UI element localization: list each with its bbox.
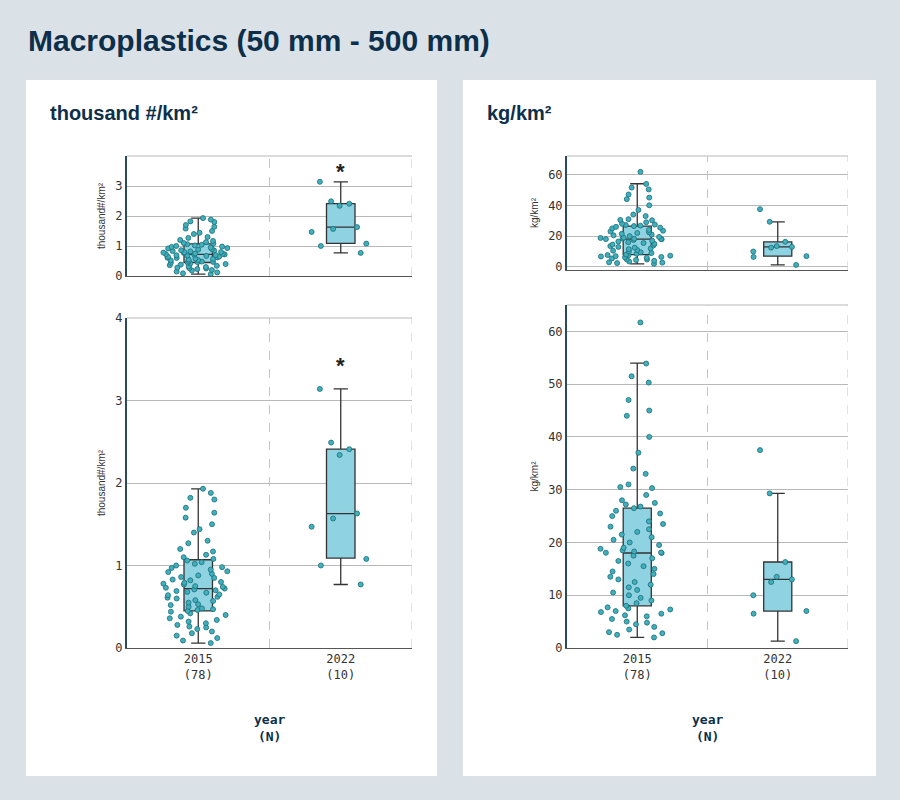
svg-text:2015(78): 2015(78) <box>623 652 652 682</box>
svg-text:40: 40 <box>548 199 562 213</box>
svg-text:kg/km²: kg/km² <box>487 102 552 124</box>
svg-text:3: 3 <box>115 394 122 408</box>
svg-text:20: 20 <box>548 229 562 243</box>
svg-text:1: 1 <box>115 559 122 573</box>
svg-text:kg/km²: kg/km² <box>529 197 540 228</box>
svg-text:60: 60 <box>548 325 562 339</box>
svg-text:3: 3 <box>115 179 122 193</box>
svg-text:*: * <box>336 353 345 378</box>
svg-text:thousand#/km²: thousand#/km² <box>96 182 107 249</box>
svg-text:Macroplastics (50 mm - 500 mm): Macroplastics (50 mm - 500 mm) <box>28 24 490 57</box>
svg-text:thousand#/km²: thousand#/km² <box>96 449 107 516</box>
svg-text:4: 4 <box>115 311 122 325</box>
svg-text:0: 0 <box>555 641 562 655</box>
svg-text:20: 20 <box>548 536 562 550</box>
svg-text:40: 40 <box>548 430 562 444</box>
svg-text:50: 50 <box>548 377 562 391</box>
svg-text:2022(10): 2022(10) <box>326 652 355 682</box>
svg-text:2022(10): 2022(10) <box>763 652 792 682</box>
svg-text:10: 10 <box>548 588 562 602</box>
svg-text:2: 2 <box>115 209 122 223</box>
svg-text:0: 0 <box>115 269 122 283</box>
svg-text:*: * <box>336 159 345 184</box>
svg-text:30: 30 <box>548 483 562 497</box>
svg-text:0: 0 <box>115 641 122 655</box>
svg-text:year(N): year(N) <box>254 712 285 744</box>
svg-text:0: 0 <box>555 260 562 274</box>
svg-text:kg/km²: kg/km² <box>529 461 540 492</box>
svg-text:thousand #/km²: thousand #/km² <box>50 102 198 124</box>
svg-text:1: 1 <box>115 239 122 253</box>
svg-text:60: 60 <box>548 168 562 182</box>
svg-text:2015(78): 2015(78) <box>184 652 213 682</box>
svg-text:2: 2 <box>115 476 122 490</box>
svg-text:year(N): year(N) <box>692 712 723 744</box>
